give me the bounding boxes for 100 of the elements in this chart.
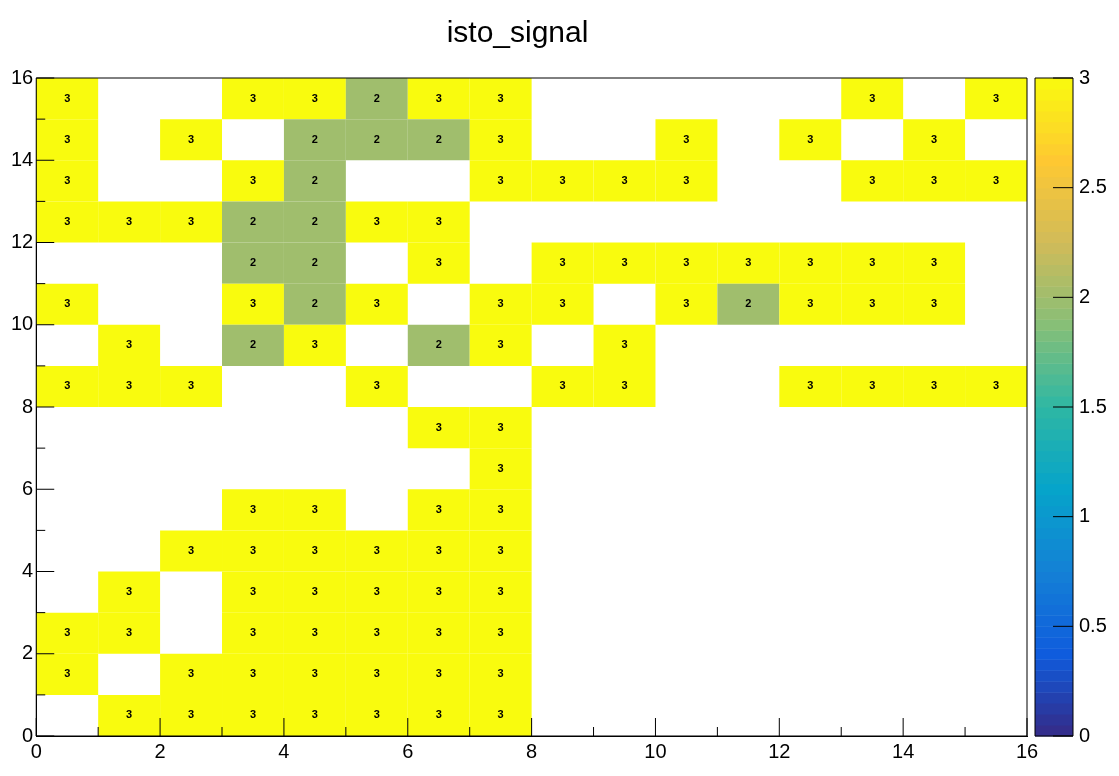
data-label: 3 [64, 91, 71, 104]
data-label: 3 [187, 667, 195, 680]
data-label: 3 [311, 708, 318, 721]
data-label: 3 [683, 297, 690, 310]
data-label: 3 [683, 132, 690, 145]
data-label: 3 [249, 91, 257, 104]
data-label: 3 [435, 502, 442, 515]
data-label: 3 [931, 297, 938, 310]
data-label: 3 [807, 256, 814, 269]
data-label: 3 [249, 626, 257, 639]
data-label: 3 [931, 173, 938, 186]
y-tick-label: 8 [22, 394, 34, 417]
data-label: 3 [64, 379, 71, 392]
data-label: 3 [435, 91, 442, 104]
data-label: 3 [497, 132, 504, 145]
data-label: 3 [683, 173, 690, 186]
data-label: 2 [249, 338, 257, 351]
y-tick-label: 10 [11, 312, 34, 335]
y-tick-label: 14 [11, 147, 34, 170]
data-label: 3 [621, 256, 628, 269]
data-label: 2 [311, 297, 318, 310]
data-label: 3 [931, 256, 938, 269]
data-label: 2 [249, 256, 257, 269]
data-label: 3 [435, 626, 442, 639]
y-tick-label: 16 [11, 65, 34, 88]
data-label: 3 [497, 91, 504, 104]
data-label: 3 [497, 667, 504, 680]
data-label: 3 [311, 667, 318, 680]
data-label: 3 [373, 626, 380, 639]
data-label: 3 [187, 379, 195, 392]
data-label: 3 [311, 502, 318, 515]
data-label: 3 [869, 297, 876, 310]
data-label: 3 [807, 297, 814, 310]
data-label: 3 [187, 543, 195, 556]
data-label: 3 [807, 132, 814, 145]
color-bar-label: 3 [1079, 65, 1091, 88]
data-label: 3 [497, 461, 504, 474]
data-label: 3 [559, 173, 566, 186]
data-label: 3 [311, 338, 318, 351]
data-label: 3 [64, 132, 71, 145]
data-label: 3 [249, 585, 257, 598]
x-tick-label: 12 [768, 739, 791, 762]
data-label: 3 [249, 173, 257, 186]
data-label: 3 [64, 297, 71, 310]
data-label: 3 [869, 256, 876, 269]
chart-title: isto_signal [446, 15, 589, 49]
data-label: 3 [249, 502, 257, 515]
color-bar-label: 2 [1079, 284, 1091, 307]
data-label: 2 [311, 173, 318, 186]
data-label: 3 [249, 667, 257, 680]
y-tick-label: 0 [22, 723, 34, 746]
data-label: 3 [64, 626, 71, 639]
x-tick-label: 16 [1015, 739, 1039, 762]
data-label: 3 [126, 379, 133, 392]
data-label: 3 [559, 256, 566, 269]
data-label: 2 [311, 214, 318, 227]
color-bar-label: 0 [1079, 723, 1091, 746]
data-label: 3 [559, 379, 566, 392]
data-label: 3 [497, 543, 504, 556]
data-label: 3 [621, 173, 628, 186]
data-label: 3 [126, 338, 133, 351]
data-label: 3 [745, 256, 752, 269]
data-label: 3 [249, 543, 257, 556]
y-tick-label: 4 [22, 559, 34, 582]
color-bar-label: 1.5 [1079, 394, 1107, 417]
data-label: 2 [311, 256, 318, 269]
data-label: 3 [435, 543, 442, 556]
data-label: 3 [187, 132, 195, 145]
data-label: 2 [745, 297, 752, 310]
data-label: 3 [435, 708, 442, 721]
data-label: 3 [311, 91, 318, 104]
data-label: 3 [64, 173, 71, 186]
data-label: 3 [126, 708, 133, 721]
data-label: 3 [373, 297, 380, 310]
x-tick-label: 10 [644, 739, 667, 762]
data-label: 3 [373, 543, 380, 556]
data-label: 3 [621, 379, 628, 392]
y-tick-label: 12 [11, 230, 34, 253]
data-label: 3 [992, 379, 1000, 392]
x-tick-label: 6 [402, 739, 414, 762]
data-label: 3 [435, 256, 442, 269]
data-label: 3 [621, 338, 628, 351]
data-label: 3 [869, 173, 876, 186]
data-label: 3 [311, 626, 318, 639]
data-label: 3 [311, 585, 318, 598]
data-label: 2 [435, 132, 442, 145]
data-label: 3 [497, 626, 504, 639]
data-label: 3 [435, 420, 442, 433]
data-label: 3 [992, 173, 1000, 186]
data-label: 3 [373, 379, 380, 392]
data-label: 2 [373, 91, 380, 104]
data-label: 3 [869, 379, 876, 392]
data-label: 3 [187, 214, 195, 227]
x-tick-label: 4 [278, 739, 290, 762]
data-label: 3 [373, 667, 380, 680]
data-label: 3 [64, 667, 71, 680]
data-label: 2 [311, 132, 318, 145]
x-tick-label: 2 [154, 739, 166, 762]
data-label: 3 [497, 585, 504, 598]
data-label: 3 [126, 214, 133, 227]
